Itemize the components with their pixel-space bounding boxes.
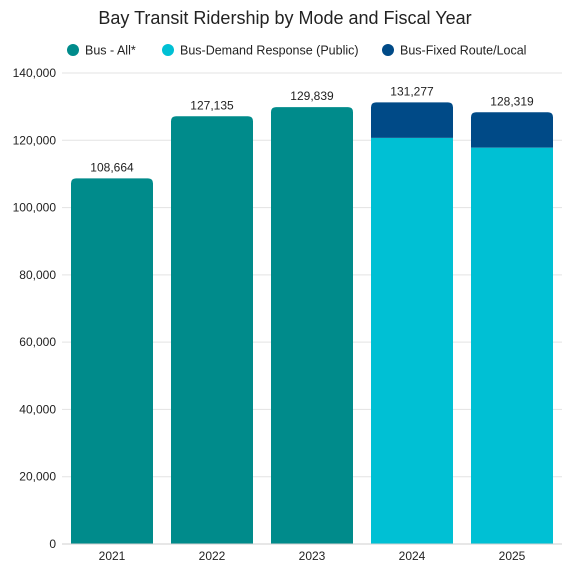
x-tick-label: 2025	[499, 549, 526, 563]
bar-segment	[471, 112, 553, 148]
bar-segment	[271, 107, 353, 544]
chart-title: Bay Transit Ridership by Mode and Fiscal…	[98, 8, 471, 28]
bar-segment	[171, 116, 253, 545]
x-axis: 2021 2022 2023 2024 2025	[62, 543, 562, 563]
bar-total-label: 108,664	[90, 160, 134, 174]
x-tick-label: 2023	[299, 549, 326, 563]
y-tick-label: 140,000	[13, 66, 57, 80]
y-tick-label: 20,000	[19, 470, 56, 484]
legend-label: Bus - All*	[85, 44, 136, 58]
legend-marker	[382, 44, 394, 56]
bar-segment	[371, 102, 453, 138]
x-tick-label: 2021	[99, 549, 126, 563]
y-tick-label: 100,000	[13, 201, 57, 215]
bar-total-label: 131,277	[390, 84, 434, 98]
legend-label: Bus-Demand Response (Public)	[180, 44, 359, 58]
bar-segment	[371, 137, 453, 544]
legend-label: Bus-Fixed Route/Local	[400, 44, 526, 58]
bar-segment	[71, 178, 153, 544]
legend: Bus - All* Bus-Demand Response (Public) Bu…	[67, 44, 526, 58]
legend-item: Bus-Fixed Route/Local	[382, 44, 526, 58]
bars	[71, 102, 553, 545]
x-tick-label: 2022	[199, 549, 226, 563]
y-tick-label: 40,000	[19, 402, 56, 416]
legend-marker	[162, 44, 174, 56]
y-tick-label: 80,000	[19, 268, 56, 282]
bar-segment	[471, 147, 553, 545]
data-labels: 108,664 127,135 129,839 131,277 128,319	[90, 84, 534, 174]
legend-item: Bus - All*	[67, 44, 136, 58]
y-axis: 0 20,000 40,000 60,000 80,000 100,000 120,000 1…	[13, 66, 57, 551]
legend-marker	[67, 44, 79, 56]
y-tick-label: 60,000	[19, 335, 56, 349]
x-tick-label: 2024	[399, 549, 426, 563]
bar-total-label: 129,839	[290, 89, 334, 103]
bar-total-label: 128,319	[490, 94, 534, 108]
y-tick-label: 0	[49, 537, 56, 551]
legend-item: Bus-Demand Response (Public)	[162, 44, 359, 58]
bar-total-label: 127,135	[190, 98, 234, 112]
y-tick-label: 120,000	[13, 133, 57, 147]
